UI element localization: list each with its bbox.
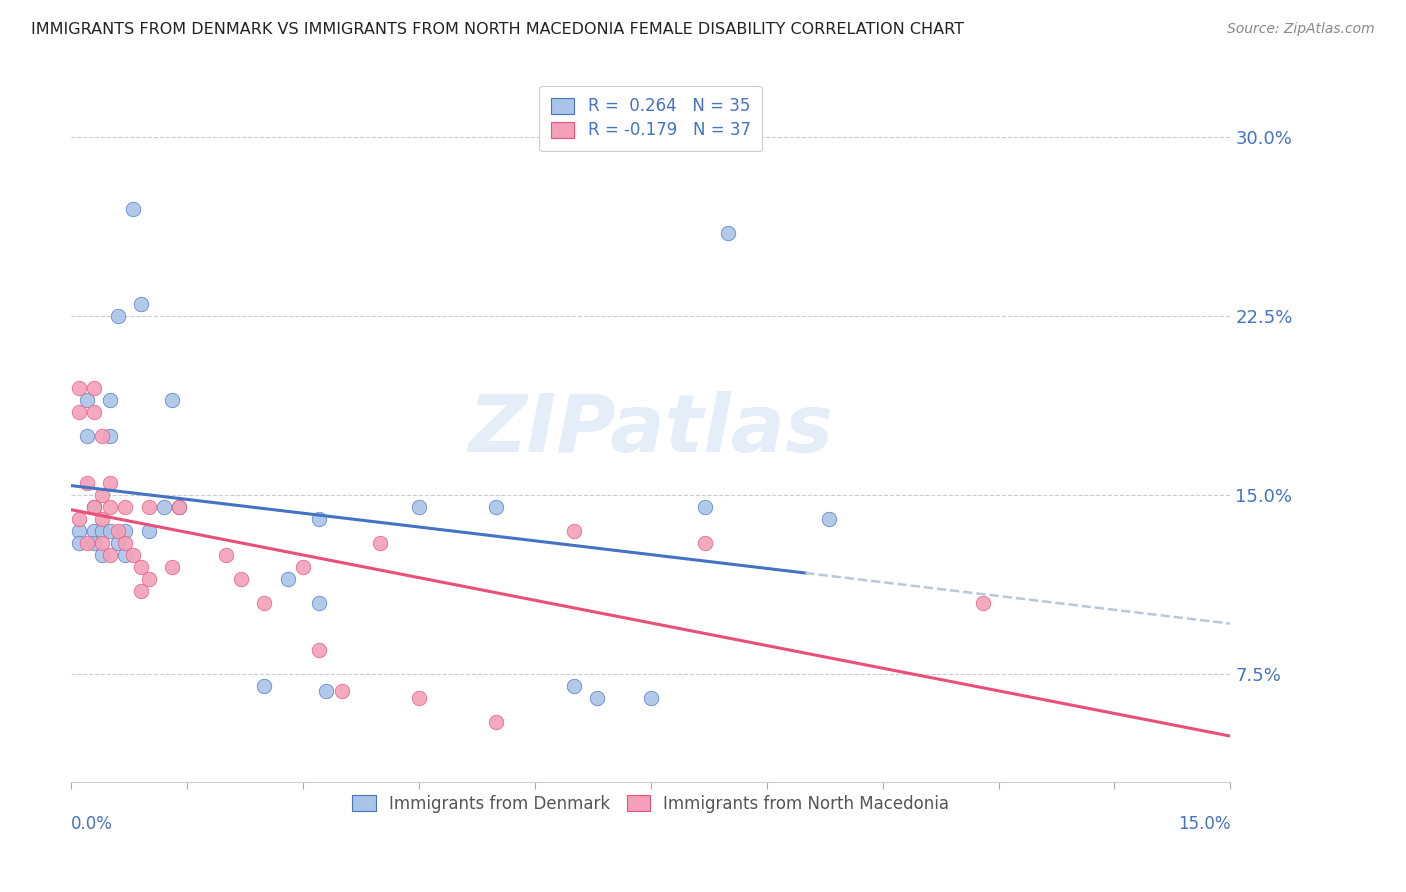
Point	[67, 536, 90, 550]
Point	[485, 715, 508, 730]
Point	[153, 500, 176, 515]
Point	[83, 405, 105, 419]
Point	[114, 500, 136, 515]
Text: Source: ZipAtlas.com: Source: ZipAtlas.com	[1227, 22, 1375, 37]
Point	[83, 381, 105, 395]
Point	[485, 500, 508, 515]
Text: 15.0%: 15.0%	[1178, 815, 1230, 833]
Point	[114, 524, 136, 538]
Point	[129, 560, 152, 574]
Point	[129, 583, 152, 598]
Point	[253, 679, 276, 693]
Point	[98, 500, 121, 515]
Point	[98, 476, 121, 491]
Point	[67, 405, 90, 419]
Point	[315, 684, 337, 698]
Point	[98, 392, 121, 407]
Point	[91, 536, 114, 550]
Point	[562, 679, 585, 693]
Point	[83, 524, 105, 538]
Point	[83, 500, 105, 515]
Point	[138, 500, 160, 515]
Point	[91, 548, 114, 562]
Point	[67, 381, 90, 395]
Point	[231, 572, 253, 586]
Point	[640, 691, 662, 706]
Point	[169, 500, 191, 515]
Text: 0.0%: 0.0%	[72, 815, 112, 833]
Point	[76, 476, 98, 491]
Point	[107, 309, 129, 323]
Point	[122, 548, 145, 562]
Point	[107, 536, 129, 550]
Point	[122, 202, 145, 216]
Point	[253, 596, 276, 610]
Point	[98, 524, 121, 538]
Point	[277, 572, 299, 586]
Point	[330, 684, 353, 698]
Point	[693, 500, 716, 515]
Point	[98, 428, 121, 442]
Point	[83, 536, 105, 550]
Point	[91, 524, 114, 538]
Point	[67, 512, 90, 526]
Point	[138, 572, 160, 586]
Point	[160, 560, 183, 574]
Point	[408, 691, 430, 706]
Point	[91, 488, 114, 502]
Point	[129, 297, 152, 311]
Point	[370, 536, 392, 550]
Point	[972, 596, 994, 610]
Point	[98, 548, 121, 562]
Point	[308, 643, 330, 657]
Point	[169, 500, 191, 515]
Point	[308, 512, 330, 526]
Point	[693, 536, 716, 550]
Point	[138, 524, 160, 538]
Legend: Immigrants from Denmark, Immigrants from North Macedonia: Immigrants from Denmark, Immigrants from…	[342, 785, 959, 822]
Point	[83, 500, 105, 515]
Point	[292, 560, 315, 574]
Text: IMMIGRANTS FROM DENMARK VS IMMIGRANTS FROM NORTH MACEDONIA FEMALE DISABILITY COR: IMMIGRANTS FROM DENMARK VS IMMIGRANTS FR…	[31, 22, 965, 37]
Point	[308, 596, 330, 610]
Text: ZIPatlas: ZIPatlas	[468, 391, 834, 468]
Point	[76, 392, 98, 407]
Point	[160, 392, 183, 407]
Point	[408, 500, 430, 515]
Point	[817, 512, 839, 526]
Point	[91, 512, 114, 526]
Point	[67, 524, 90, 538]
Point	[76, 428, 98, 442]
Point	[76, 536, 98, 550]
Point	[107, 524, 129, 538]
Point	[215, 548, 238, 562]
Point	[562, 524, 585, 538]
Point	[114, 548, 136, 562]
Point	[91, 428, 114, 442]
Point	[717, 226, 740, 240]
Point	[114, 536, 136, 550]
Point	[585, 691, 607, 706]
